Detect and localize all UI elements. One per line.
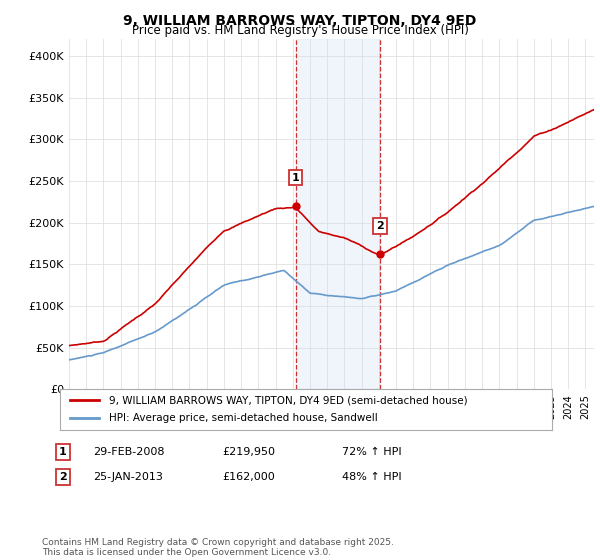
Text: 1: 1 xyxy=(59,447,67,457)
Bar xyxy=(296,39,380,389)
Text: Price paid vs. HM Land Registry's House Price Index (HPI): Price paid vs. HM Land Registry's House … xyxy=(131,24,469,36)
Text: 2: 2 xyxy=(376,221,384,231)
Text: £219,950: £219,950 xyxy=(222,447,275,457)
Text: HPI: Average price, semi-detached house, Sandwell: HPI: Average price, semi-detached house,… xyxy=(109,413,378,423)
Text: 9, WILLIAM BARROWS WAY, TIPTON, DY4 9ED: 9, WILLIAM BARROWS WAY, TIPTON, DY4 9ED xyxy=(124,14,476,28)
Text: 2: 2 xyxy=(59,472,67,482)
Text: 1: 1 xyxy=(292,172,299,183)
Text: 9, WILLIAM BARROWS WAY, TIPTON, DY4 9ED (semi-detached house): 9, WILLIAM BARROWS WAY, TIPTON, DY4 9ED … xyxy=(109,395,468,405)
Text: Contains HM Land Registry data © Crown copyright and database right 2025.
This d: Contains HM Land Registry data © Crown c… xyxy=(42,538,394,557)
Text: 25-JAN-2013: 25-JAN-2013 xyxy=(93,472,163,482)
Text: 29-FEB-2008: 29-FEB-2008 xyxy=(93,447,164,457)
Text: 72% ↑ HPI: 72% ↑ HPI xyxy=(342,447,401,457)
Text: £162,000: £162,000 xyxy=(222,472,275,482)
Text: 48% ↑ HPI: 48% ↑ HPI xyxy=(342,472,401,482)
